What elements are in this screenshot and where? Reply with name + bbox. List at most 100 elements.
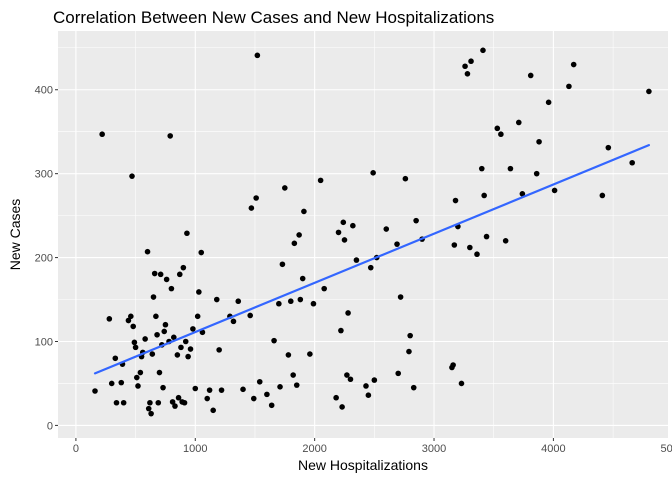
y-axis-ticks: 0 100 200 300 400 [35, 85, 58, 432]
data-point [178, 344, 184, 351]
trend-line-group [93, 144, 651, 375]
data-point [235, 298, 242, 305]
y-tick-label: 200 [35, 253, 53, 265]
data-point [279, 261, 286, 268]
data-points [92, 47, 652, 417]
y-tick-label: 300 [35, 169, 53, 181]
data-point [120, 399, 127, 406]
data-point [282, 185, 288, 191]
data-point [271, 337, 277, 344]
data-point [566, 83, 572, 90]
data-point [646, 88, 652, 95]
data-point [480, 47, 486, 54]
data-point [605, 144, 612, 151]
data-point [335, 229, 342, 236]
data-point [175, 394, 182, 401]
data-point [407, 332, 413, 339]
data-point [310, 300, 317, 307]
data-point [148, 410, 154, 417]
data-point [156, 369, 163, 376]
x-tick-label: 1000 [183, 443, 207, 455]
data-point [170, 334, 177, 341]
data-point [287, 298, 294, 305]
data-point [536, 138, 542, 145]
x-tick-label: 3000 [422, 443, 446, 455]
data-point [344, 372, 350, 378]
data-point [125, 317, 132, 324]
data-point [248, 205, 255, 211]
data-point [194, 313, 201, 320]
data-point [545, 99, 552, 106]
data-point [162, 321, 169, 328]
data-point [365, 392, 372, 399]
data-point [498, 131, 504, 138]
data-point [247, 312, 253, 319]
data-point [629, 159, 635, 166]
data-point [190, 326, 196, 332]
data-point [147, 399, 153, 406]
data-point [135, 383, 141, 389]
data-point [218, 387, 225, 393]
x-tick-label: 2000 [302, 443, 326, 455]
data-point [131, 339, 138, 346]
data-point [196, 289, 202, 295]
data-point [467, 244, 473, 251]
data-point [371, 377, 378, 383]
data-point [383, 226, 390, 232]
data-point [502, 237, 509, 244]
x-tick-label: 4000 [541, 443, 565, 455]
y-tick-label: 0 [47, 420, 53, 432]
data-point [128, 313, 134, 320]
data-point [483, 233, 490, 240]
data-point [345, 310, 351, 316]
data-point [321, 285, 328, 292]
data-point [149, 351, 156, 357]
data-point [515, 119, 522, 126]
data-point [240, 386, 246, 393]
data-point [451, 242, 458, 248]
data-point [144, 248, 151, 255]
data-point [206, 387, 213, 393]
data-point [413, 217, 419, 224]
data-point [519, 191, 526, 197]
data-point [347, 376, 354, 383]
data-point [285, 352, 292, 358]
data-point [184, 230, 190, 237]
data-point [160, 384, 166, 391]
y-tick-label: 400 [35, 85, 53, 97]
data-point [187, 346, 194, 352]
data-point [153, 313, 159, 320]
minor-gridlines [58, 31, 668, 438]
data-point [118, 379, 125, 386]
data-point [182, 338, 189, 345]
data-point [142, 336, 148, 342]
data-point [154, 331, 160, 338]
data-point [256, 378, 263, 385]
data-point [113, 399, 120, 406]
data-point [363, 383, 369, 389]
x-axis-ticks: 0 1000 2000 3000 4000 5000 [73, 438, 672, 455]
data-point [130, 323, 137, 330]
data-point [174, 352, 181, 358]
x-tick-label: 5000 [661, 443, 672, 455]
data-point [599, 192, 606, 199]
data-point [370, 170, 376, 176]
data-point [250, 395, 257, 402]
data-point [494, 125, 501, 132]
data-point [169, 399, 176, 405]
data-point [338, 327, 344, 334]
data-point [137, 369, 144, 376]
data-point [213, 296, 220, 303]
data-point [533, 170, 540, 177]
data-point [397, 294, 404, 300]
data-point [204, 395, 211, 402]
data-point [296, 232, 302, 238]
x-tick-label: 0 [73, 443, 79, 455]
data-point [340, 219, 347, 226]
data-point [106, 316, 113, 322]
data-point [198, 249, 205, 256]
data-point [277, 384, 283, 390]
data-point [133, 374, 140, 381]
data-point [464, 70, 471, 77]
data-point [333, 394, 339, 401]
